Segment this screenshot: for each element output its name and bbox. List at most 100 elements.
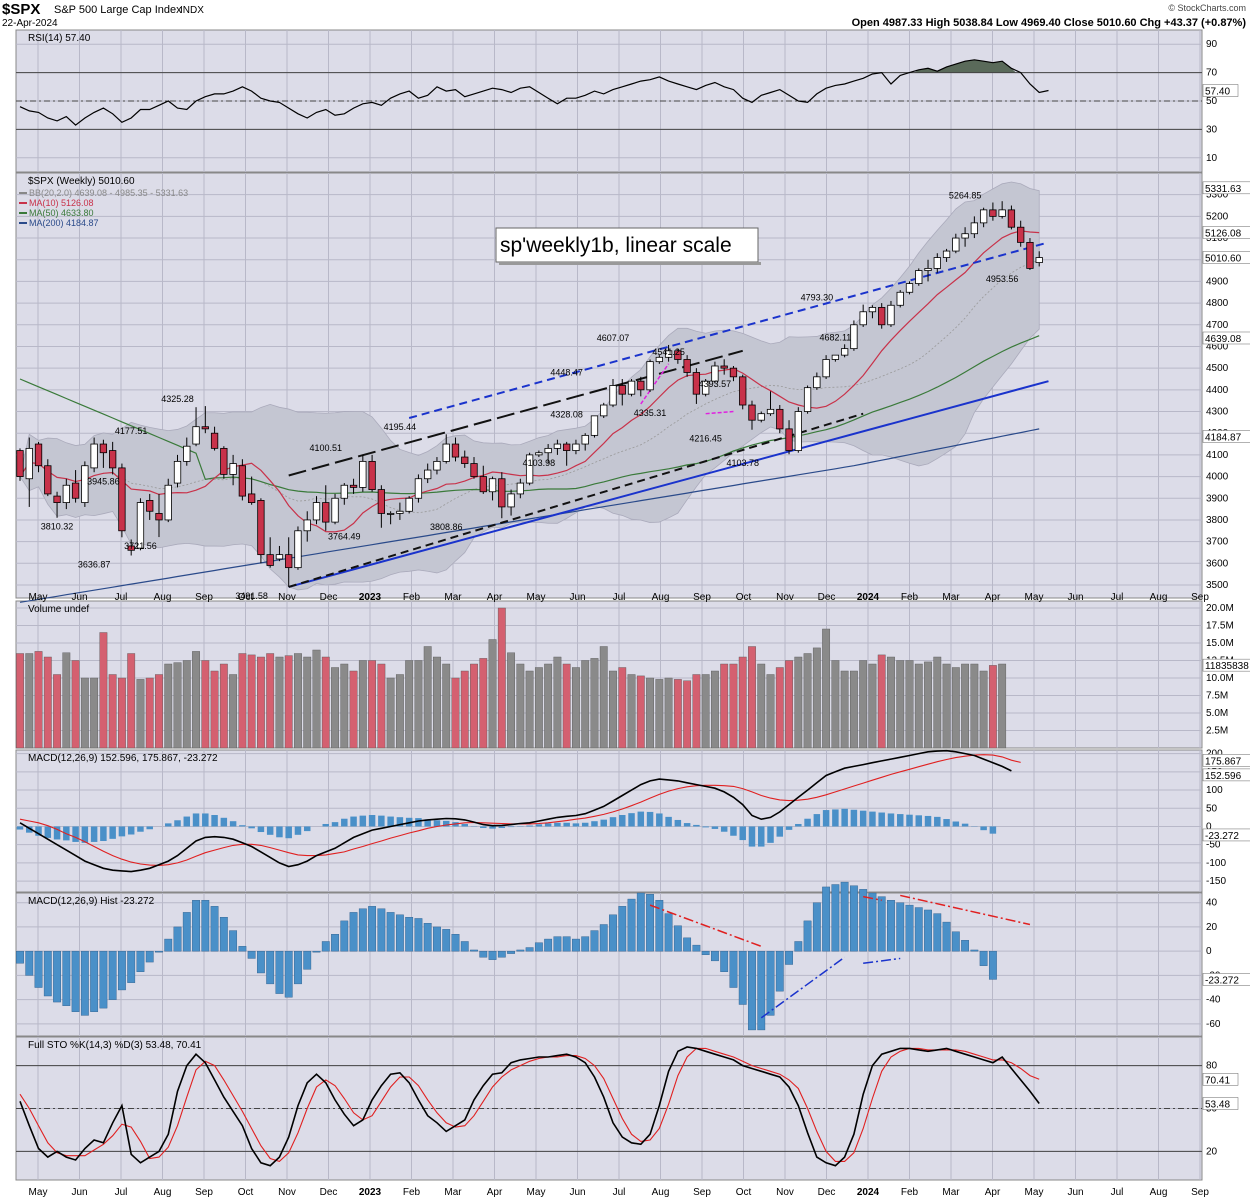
macd-hist-bar xyxy=(127,826,135,835)
month-label: Jun xyxy=(1067,1187,1083,1198)
histogram-bar xyxy=(62,950,71,1006)
candle-body xyxy=(646,361,654,391)
candle-body xyxy=(442,443,450,462)
volume-bar xyxy=(349,670,358,749)
candle-body xyxy=(664,350,673,358)
histogram-bar xyxy=(99,950,108,1009)
candle-body xyxy=(155,513,163,521)
candle-body xyxy=(433,460,441,471)
panel-title-rsi: RSI(14) 57.40 xyxy=(28,33,91,44)
macd-hist-bar xyxy=(118,826,126,837)
price-annotation: 5264.85 xyxy=(949,190,982,200)
histogram-bar xyxy=(896,902,905,952)
volume-bar xyxy=(831,660,840,749)
y-tick-label: 20 xyxy=(1206,1146,1218,1157)
histogram-bar xyxy=(655,900,664,952)
volume-bar xyxy=(609,670,617,749)
rsi-last-label-bg xyxy=(1202,84,1239,97)
macd-hist-bar xyxy=(294,826,302,835)
histogram-bar xyxy=(924,909,932,952)
histogram-bar xyxy=(451,934,460,952)
y-tick-label: 20 xyxy=(1206,922,1218,933)
macd-hist-bar xyxy=(581,822,589,827)
rsi-overbought-fill xyxy=(914,59,1017,73)
candle-body xyxy=(414,478,423,499)
candle-body xyxy=(952,237,960,252)
candle-body xyxy=(979,209,988,224)
month-label: Sep xyxy=(693,1187,711,1198)
candle-body xyxy=(368,460,376,490)
histogram-bar xyxy=(877,896,886,952)
candle-body xyxy=(581,434,589,445)
macd-value-label-bg xyxy=(1202,768,1250,782)
month-label: Nov xyxy=(278,592,296,603)
y-tick-label: 4000 xyxy=(1206,472,1229,483)
candle-body xyxy=(294,530,302,569)
price-right-label-bg xyxy=(1202,430,1250,443)
trendline-3 xyxy=(408,241,1049,419)
volume-bar xyxy=(99,632,108,749)
macd-hist-bar xyxy=(378,815,385,827)
histogram-bar xyxy=(488,950,497,960)
y-tick-label: -50 xyxy=(1206,840,1221,851)
volume-bar xyxy=(127,653,136,749)
histogram-bar xyxy=(868,892,877,952)
month-label: Sep xyxy=(1191,592,1209,603)
volume-bar xyxy=(636,675,645,749)
histogram-bar xyxy=(368,906,377,952)
volume-bar xyxy=(164,663,173,749)
histogram-bar xyxy=(859,889,868,952)
candle-body xyxy=(405,497,413,512)
volume-bar xyxy=(173,662,182,749)
y-tick-label: 70 xyxy=(1206,68,1218,79)
volume-bar xyxy=(229,674,238,749)
volume-bar xyxy=(16,653,24,749)
month-label: Dec xyxy=(818,1187,836,1198)
macd-hist-bar xyxy=(137,826,144,832)
price-annotation: 4541.25 xyxy=(652,347,685,357)
macd-hist-bar xyxy=(943,819,950,827)
volume-bar xyxy=(664,677,673,749)
month-label: Aug xyxy=(652,1187,670,1198)
macd-hist-bar xyxy=(90,826,98,842)
volume-bar xyxy=(859,660,868,749)
histogram-bar xyxy=(90,950,99,1012)
candle-body xyxy=(748,404,756,421)
macd-hist-bar xyxy=(100,826,107,842)
histogram-bar xyxy=(831,884,840,952)
volume-bar xyxy=(405,660,414,749)
macd-hist-bar xyxy=(239,825,246,827)
histogram-bar xyxy=(294,950,302,985)
y-tick-label: -150 xyxy=(1206,876,1226,887)
panel-title-macd_hist: MACD(12,26,9) Hist -23.272 xyxy=(28,896,155,907)
y-tick-label: 4900 xyxy=(1206,276,1229,287)
y-tick-label: 40 xyxy=(1206,898,1218,909)
volume-bar xyxy=(479,658,488,749)
candle-body xyxy=(905,283,914,293)
candle-body xyxy=(109,450,117,469)
stoch-d-line xyxy=(19,1047,1040,1163)
magenta-annotation xyxy=(640,363,670,405)
candle-body xyxy=(359,460,367,488)
month-label: Aug xyxy=(154,592,172,603)
volume-bar xyxy=(460,670,469,749)
macd-hist-bar xyxy=(739,826,746,841)
histogram-bar xyxy=(284,950,293,998)
macd-hist-bar xyxy=(183,816,191,827)
price-annotation: 4195.44 xyxy=(384,422,417,432)
hist-last-label-bg xyxy=(1202,973,1250,986)
candle-body xyxy=(44,465,52,495)
histogram-bar xyxy=(905,904,914,952)
month-label: Jul xyxy=(115,592,128,603)
volume-bar xyxy=(34,651,43,749)
histogram-bar xyxy=(219,917,228,952)
candle-body xyxy=(822,359,830,378)
candle-body xyxy=(192,426,200,445)
macd-hist-bar xyxy=(822,810,830,827)
volume-bar xyxy=(785,660,793,749)
candle-body xyxy=(396,510,404,514)
histogram-bar xyxy=(516,949,525,952)
volume-bar xyxy=(822,628,831,749)
month-label: 2023 xyxy=(359,592,382,603)
volume-bar xyxy=(238,653,247,749)
